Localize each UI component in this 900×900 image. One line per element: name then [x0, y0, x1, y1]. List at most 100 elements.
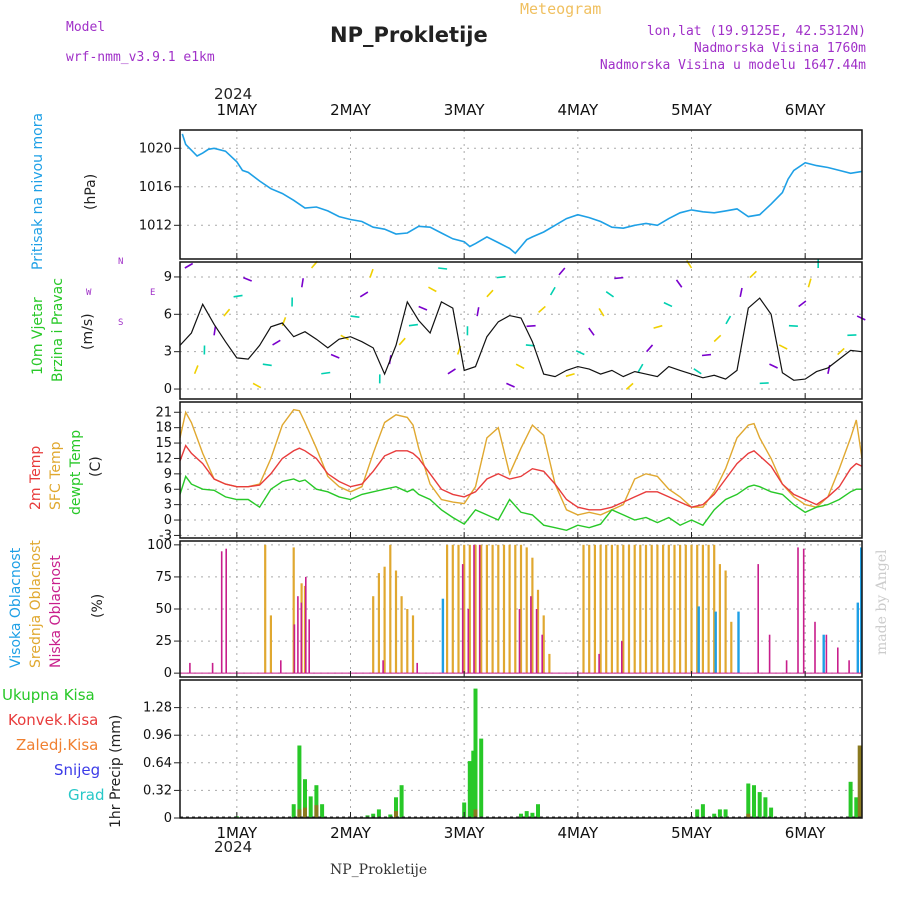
temperature-tick-label: 12: [155, 451, 172, 466]
cloud-low-bar: [848, 660, 850, 674]
wind-direction-arrow: [506, 382, 515, 388]
cloud-low-bar: [225, 548, 227, 674]
cloud-high-bar: [822, 634, 825, 674]
cloud-mid-bar: [548, 653, 551, 674]
wind-direction-arrow: [637, 363, 644, 373]
cloud-low-bar: [461, 564, 464, 674]
wind-direction-arrow: [749, 270, 757, 279]
precip-total-bar: [712, 813, 717, 818]
wind-direction-arrow: [496, 275, 506, 279]
precip-tick-label: 0: [164, 811, 172, 826]
wind-direction-arrow: [645, 344, 654, 353]
wind-tick-label: 9: [164, 270, 172, 285]
temperature-tick-label: 15: [155, 436, 172, 451]
precip-total-bar: [695, 809, 700, 818]
wind-direction-arrow: [321, 371, 331, 375]
cloud-high-bar: [856, 602, 859, 674]
precip-total-bar: [473, 688, 478, 818]
wind-direction-arrow: [653, 324, 663, 329]
cloud-low-bar: [220, 551, 223, 674]
cloud-low-bar: [797, 547, 799, 674]
cloud-mid-bar: [502, 544, 506, 674]
precip-total-bar: [462, 802, 467, 818]
temperature-tick-label: 9: [164, 467, 172, 482]
pressure-panel-frame: [179, 129, 863, 260]
wind-direction-arrow: [447, 368, 456, 375]
precip-convective-bar: [473, 809, 478, 818]
precip-total-bar: [320, 804, 325, 818]
compass-e: E: [150, 288, 156, 298]
cloud-low-bar: [211, 662, 214, 674]
cloud-mid-bar: [684, 544, 687, 674]
wind-direction-arrow: [223, 308, 231, 317]
temp-2m-line: [179, 444, 863, 511]
cloud-low-bar: [305, 576, 307, 674]
wind-direction-arrow: [262, 363, 272, 367]
cloud-mid-bar: [491, 544, 494, 674]
precip-total-bar: [848, 781, 853, 818]
grid-layer: [180, 130, 862, 819]
cloud-mid-label: Srednja Oblacnost: [28, 540, 44, 668]
wind-direction-arrow: [788, 324, 798, 327]
pressure-unit: (hPa): [83, 173, 99, 210]
cloud-mid-bar: [690, 544, 693, 674]
cloud-low-bar: [478, 544, 481, 674]
cloud-low-bar: [802, 548, 805, 674]
cloud-mid-bar: [383, 566, 386, 674]
tick-layer: 1012101610200369-30369121518210255075100…: [139, 101, 826, 842]
precip-convective-bar: [857, 745, 862, 818]
precip-total-bar: [519, 813, 523, 818]
temperature-tick-label: 6: [164, 482, 172, 497]
precip-total-bar: [769, 807, 774, 818]
precip-total-bar: [467, 761, 472, 818]
wind-direction-arrow: [575, 350, 585, 356]
precip-tick-label: 0.32: [143, 783, 172, 798]
wind-direction-arrow: [807, 278, 812, 288]
cloud-mid-bar: [485, 544, 488, 674]
precip-total-bar: [746, 783, 751, 818]
precip-tick-label: 0.64: [143, 756, 172, 771]
cloud-mid-bar: [588, 544, 591, 674]
temperature-tick-label: 21: [155, 405, 172, 420]
cloud-low-bar: [293, 624, 296, 674]
year-bottom: 2024: [214, 838, 253, 856]
day-label-bottom: 6MAY: [785, 824, 827, 842]
cloud-mid-bar: [411, 615, 415, 674]
temp-dew-line: [179, 474, 862, 532]
wind-direction-arrow: [693, 368, 702, 375]
cloud-mid-bar: [696, 544, 699, 674]
wind-direction-arrow: [558, 267, 566, 276]
precip-total-bar: [399, 785, 404, 818]
cloud-high-bar: [697, 606, 700, 674]
wind-tick-label: 3: [164, 345, 172, 360]
cloud-low-bar: [300, 602, 303, 674]
day-label-top: 1MAY: [216, 101, 258, 119]
precip-total-bar: [314, 785, 319, 818]
precip-conv-label: Konvek.Kisa: [8, 711, 99, 729]
cloud-mid-bar: [542, 615, 545, 674]
wind-direction-arrow: [739, 287, 743, 298]
precip-total-bar: [479, 738, 484, 818]
panel-frames: [179, 129, 863, 819]
precip-total-bar: [471, 750, 476, 818]
cloud-mid-bar: [480, 544, 483, 674]
cloud-mid-bar: [372, 596, 375, 674]
cloud-mid-bar: [701, 544, 704, 674]
wind-direction-arrow: [769, 363, 778, 369]
precip-convective-bar: [314, 805, 319, 818]
wind-direction-arrow: [330, 353, 340, 359]
wind-tick-label: 6: [164, 307, 172, 322]
precip-total-bar: [530, 812, 535, 818]
pressure-label: Pritisak na nivou mora: [30, 112, 46, 270]
cloud-low-bar: [382, 660, 384, 674]
cloud-low-bar: [621, 641, 623, 674]
precip-tick-label: 0.96: [143, 728, 172, 743]
cloud-mid-bar: [457, 544, 460, 674]
wind-direction-arrow: [725, 315, 732, 325]
wind-direction-arrow: [300, 278, 304, 288]
model-name: wrf-nmm_v3.9.1 e1km: [66, 50, 215, 65]
temperature-tick-label: -3: [159, 528, 172, 543]
wind-direction-arrow: [526, 324, 536, 328]
cloud-mid-bar: [463, 544, 466, 674]
